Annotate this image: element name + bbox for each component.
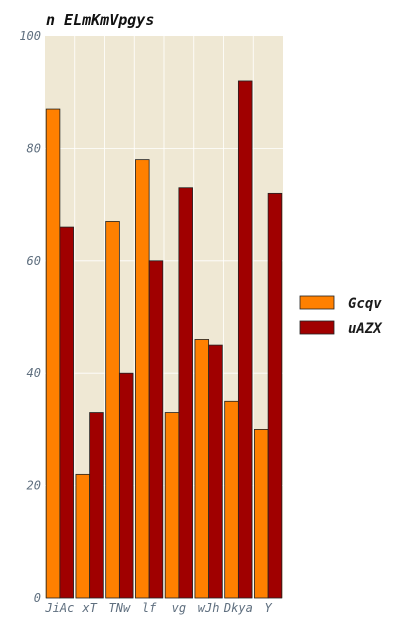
y-tick-label: 100 xyxy=(19,29,41,43)
bar-Gcqv-JiAc xyxy=(45,108,61,599)
bar-Gcqv-lf xyxy=(135,159,150,599)
bar-uAZX-wJh xyxy=(208,344,223,599)
legend: Gcqv uAZX xyxy=(299,295,383,337)
bar-uAZX-lf xyxy=(148,260,164,599)
legend-label-series-0: Gcqv xyxy=(348,296,382,312)
bar-uAZX-TNw xyxy=(118,372,134,599)
bar-uAZX-Y xyxy=(267,192,283,599)
bars xyxy=(45,80,283,599)
y-axis-ticks: 0 20 40 60 80 100 xyxy=(19,29,41,605)
bar-Gcqv-Dkya xyxy=(224,400,239,599)
x-tick-label: lf xyxy=(142,601,157,615)
bar-uAZX-JiAc xyxy=(59,226,74,599)
x-tick-label: vg xyxy=(172,601,186,615)
x-tick-label: JiAc xyxy=(44,601,74,615)
x-tick-label: Y xyxy=(265,601,273,615)
bar-uAZX-Dkya xyxy=(237,80,253,599)
x-tick-label: wJh xyxy=(198,601,220,615)
grid xyxy=(45,36,283,598)
x-tick-label: xT xyxy=(81,601,97,615)
bar-Gcqv-vg xyxy=(164,412,180,599)
bar-Gcqv-Y xyxy=(254,428,269,599)
y-tick-label: 40 xyxy=(27,366,41,380)
x-tick-label: TNw xyxy=(109,601,131,615)
x-tick-label: Dkya xyxy=(223,601,253,615)
legend-label-series-1: uAZX xyxy=(348,321,383,337)
bar-Gcqv-TNw xyxy=(105,221,120,599)
legend-swatch-series-0 xyxy=(299,295,335,310)
y-tick-label: 60 xyxy=(27,254,41,268)
y-tick-label: 20 xyxy=(27,479,41,493)
y-tick-label: 80 xyxy=(27,141,41,155)
bar-uAZX-vg xyxy=(178,187,193,599)
chart-title: n ELmKmVpgys xyxy=(46,11,154,29)
x-axis-ticks: JiAc xT TNw lf vg wJh Dkya Y xyxy=(44,601,272,615)
y-tick-label: 0 xyxy=(34,591,41,605)
bar-uAZX-xT xyxy=(89,412,104,599)
legend-swatch-series-1 xyxy=(299,320,335,335)
bar-Gcqv-xT xyxy=(75,473,91,599)
bar-Gcqv-wJh xyxy=(194,339,210,599)
